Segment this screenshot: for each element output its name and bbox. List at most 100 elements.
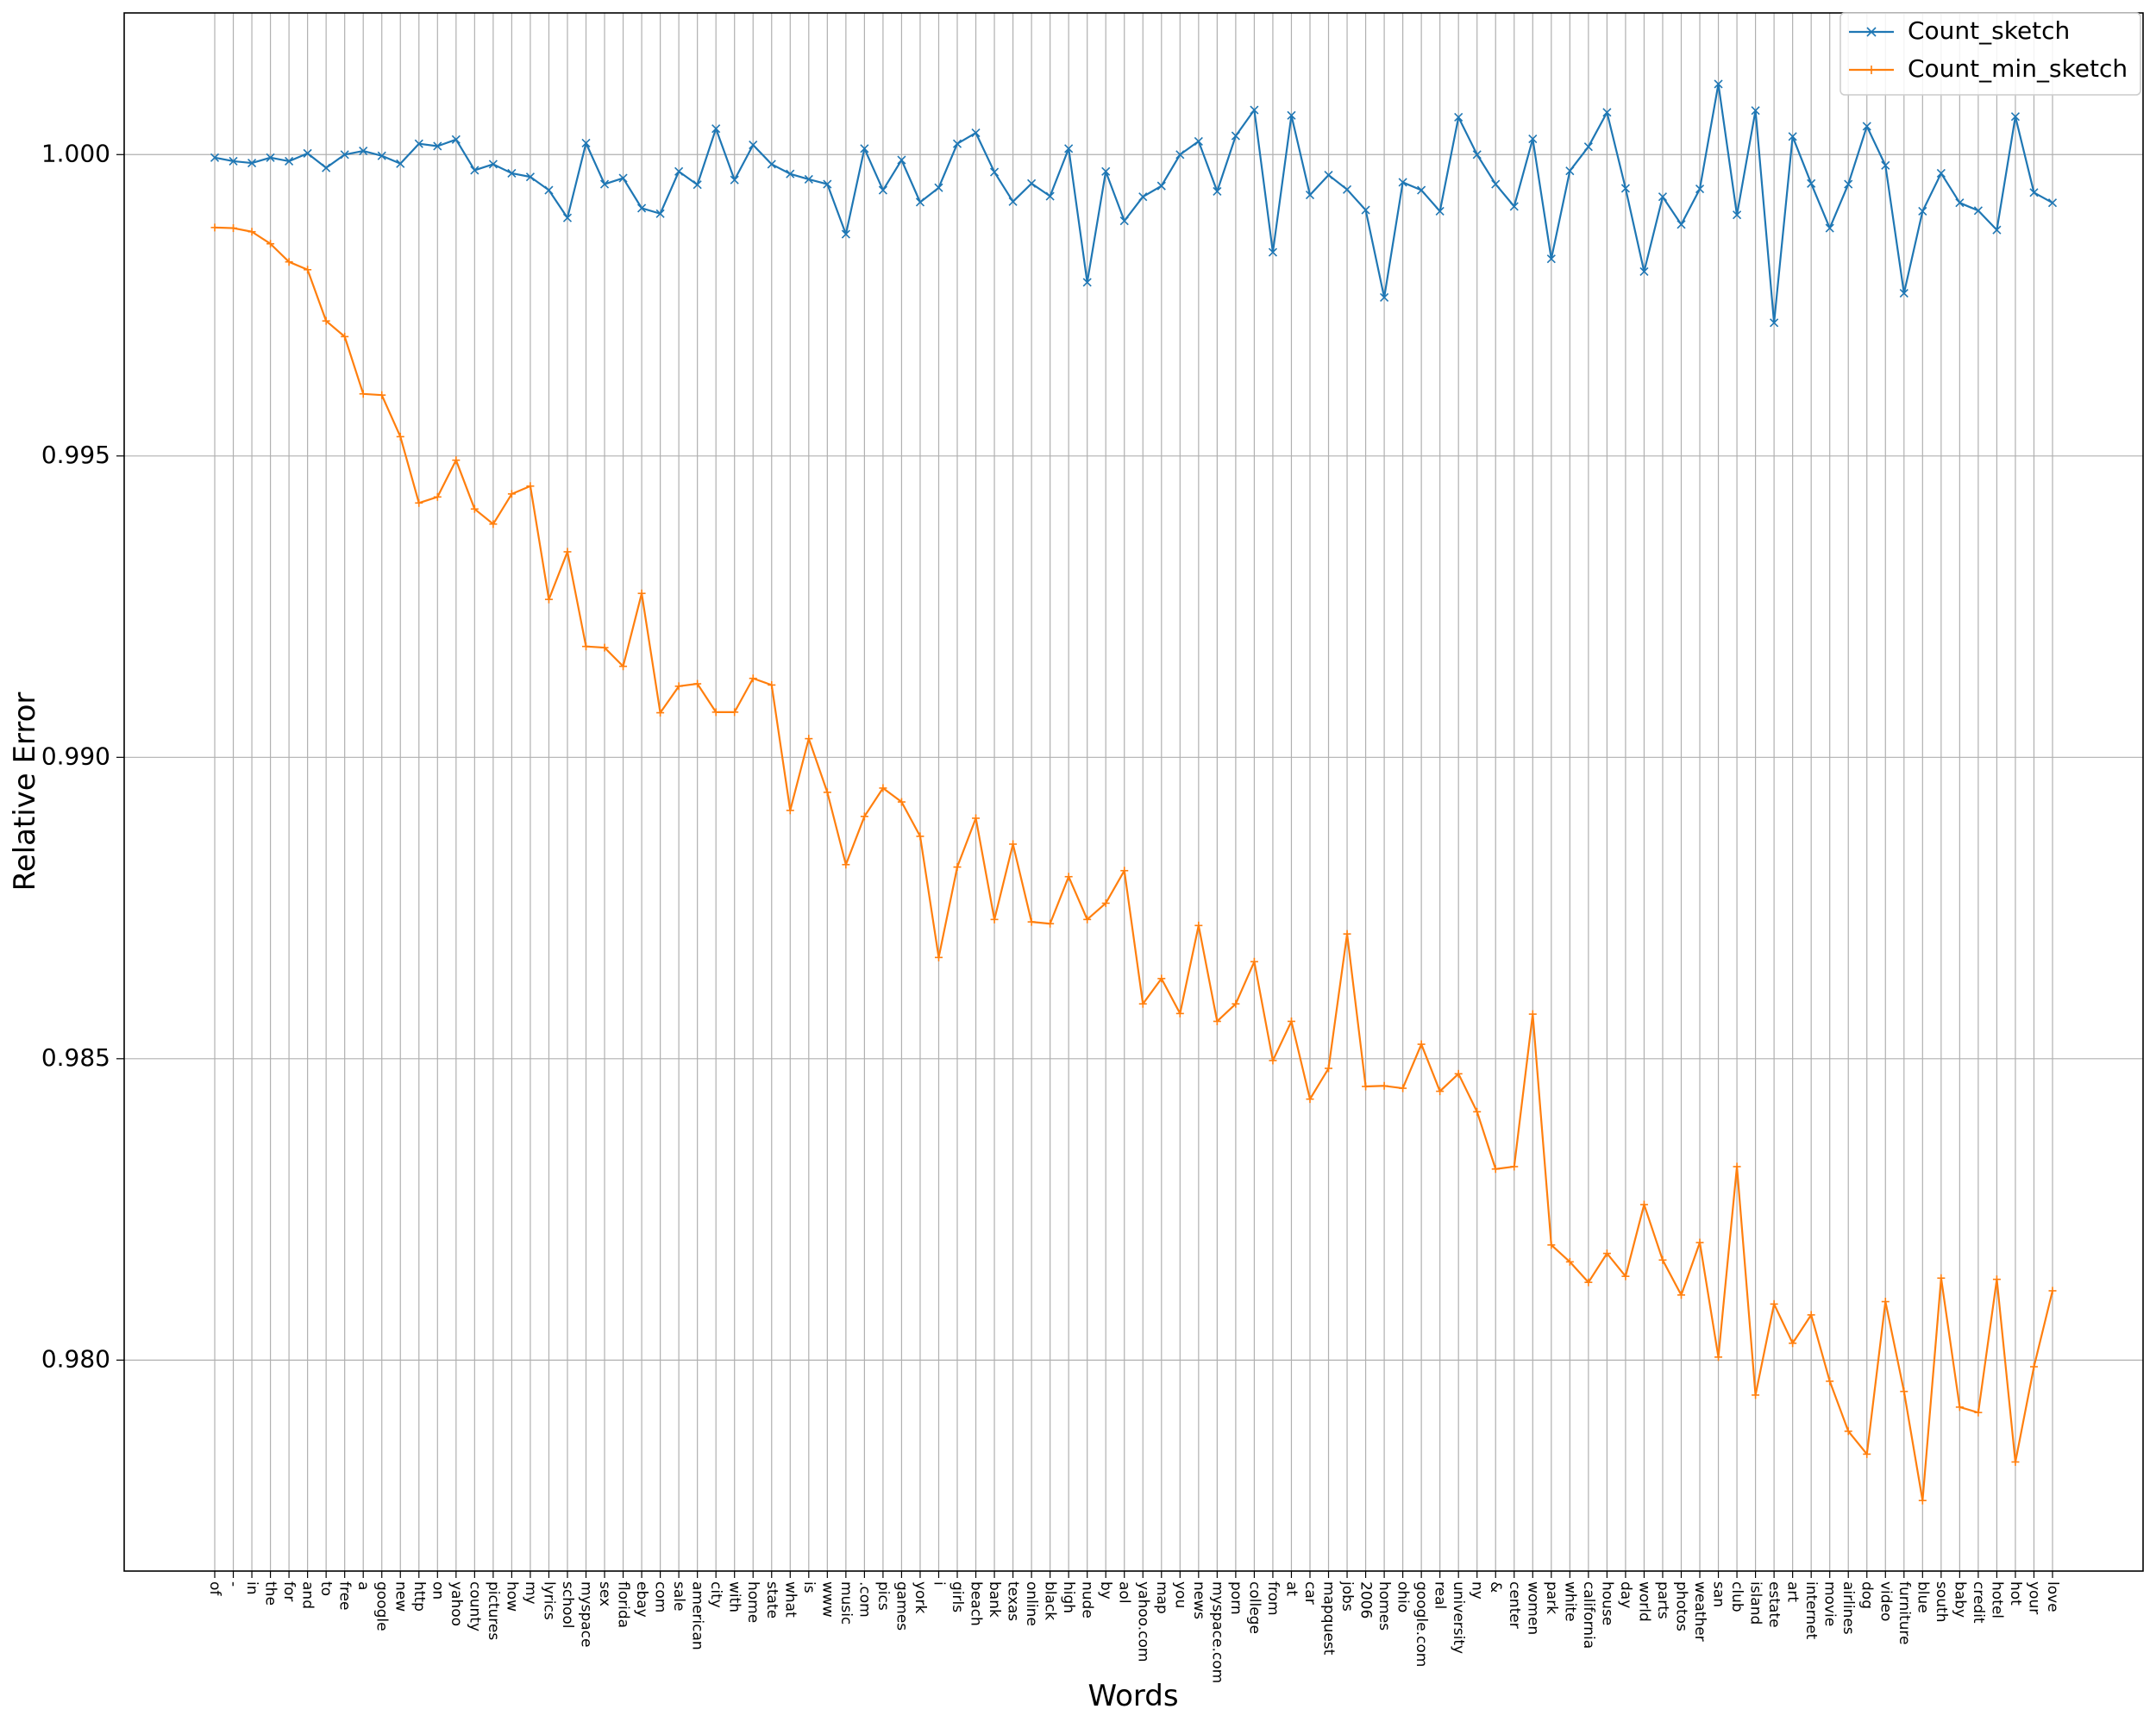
data-point <box>1899 288 1908 298</box>
data-point <box>396 432 404 441</box>
data-point <box>842 861 850 869</box>
x-tick-label: ohio <box>1395 1581 1412 1612</box>
data-point <box>1324 170 1333 180</box>
data-point <box>1232 999 1240 1008</box>
data-point <box>248 228 256 236</box>
x-axis-label: Words <box>1087 1679 1178 1713</box>
data-point <box>860 812 868 821</box>
data-point <box>1992 225 2002 235</box>
x-tick-label: love <box>2044 1581 2061 1612</box>
x-tick-label: san <box>1710 1581 1727 1607</box>
legend: Count_sketch Count_min_sketch <box>1839 12 2141 96</box>
data-point <box>1064 873 1073 881</box>
x-tick-label: hot <box>2007 1581 2024 1606</box>
x-tick-label: estate <box>1765 1581 1783 1628</box>
data-point <box>1436 1087 1445 1096</box>
data-point <box>1658 1255 1667 1264</box>
data-point <box>266 240 275 248</box>
x-tick-label: center <box>1506 1581 1523 1629</box>
y-tick-label: 0.990 <box>41 742 110 770</box>
data-point <box>1380 1081 1388 1090</box>
x-tick-label: sex <box>596 1581 613 1606</box>
data-point <box>1250 957 1258 966</box>
data-point <box>489 520 498 529</box>
data-point <box>359 390 367 398</box>
data-point <box>1231 131 1240 141</box>
x-tick-label: yahoo <box>448 1581 465 1626</box>
data-point <box>878 185 887 195</box>
x-tick-label: university <box>1450 1581 1467 1654</box>
data-point <box>562 213 573 222</box>
data-point <box>396 159 405 168</box>
x-tick-label: american <box>689 1581 706 1650</box>
x-tick-label: lyrics <box>540 1581 557 1620</box>
x-tick-label: - <box>225 1581 242 1587</box>
data-point <box>1789 1339 1797 1348</box>
x-tick-label: club <box>1728 1581 1745 1612</box>
data-point <box>786 169 795 178</box>
data-point <box>1528 1010 1537 1018</box>
data-point <box>1046 919 1055 928</box>
x-tick-label: .com <box>856 1581 873 1618</box>
x-tick-label: mapquest <box>1320 1581 1338 1656</box>
data-point <box>1399 1084 1407 1093</box>
x-tick-label: is <box>800 1581 818 1593</box>
x-tick-label: south <box>1933 1581 1950 1622</box>
data-point <box>972 814 981 823</box>
data-point <box>1343 930 1351 938</box>
data-point <box>1175 1009 1184 1017</box>
x-tick-label: from <box>1264 1581 1282 1616</box>
data-point <box>1213 1017 1221 1025</box>
data-point <box>1082 278 1092 287</box>
x-tick-label: homes <box>1376 1581 1393 1631</box>
data-point <box>1677 220 1686 229</box>
data-point <box>989 167 1000 177</box>
data-point <box>1863 1449 1871 1458</box>
data-point <box>1788 132 1797 141</box>
data-point <box>693 679 702 688</box>
x-tick-label: school <box>559 1581 576 1629</box>
data-point <box>1083 915 1092 923</box>
data-point <box>563 548 572 556</box>
x-tick-label: florida <box>615 1581 632 1628</box>
data-point <box>266 153 275 162</box>
x-tick-label: at <box>1282 1581 1300 1596</box>
data-point <box>378 391 386 399</box>
data-point <box>526 482 535 491</box>
data-point <box>934 183 943 192</box>
x-tick-label: car <box>1301 1581 1319 1605</box>
data-point <box>1213 186 1222 196</box>
x-tick-label: for <box>280 1581 298 1601</box>
data-point <box>1918 206 1927 216</box>
data-point <box>600 643 609 652</box>
data-point <box>1714 1353 1723 1362</box>
x-tick-label: island <box>1747 1581 1764 1625</box>
data-point <box>210 153 220 162</box>
x-tick-label: weather <box>1691 1581 1708 1642</box>
data-point <box>637 203 647 213</box>
data-point <box>1547 1241 1556 1249</box>
data-point <box>1733 210 1742 220</box>
series-layer <box>210 79 2058 1505</box>
x-tick-label: ebay <box>633 1581 650 1618</box>
data-point <box>1639 266 1649 276</box>
data-point <box>1546 254 1556 264</box>
x-axis-ticks: of - in the for and to free a google new http on yaho… <box>206 1571 2061 1683</box>
data-point <box>1677 1291 1685 1299</box>
x-tick-label: video <box>1877 1581 1894 1621</box>
data-point <box>768 680 776 689</box>
x-tick-label: baby <box>1951 1581 1968 1618</box>
x-tick-label: nude <box>1079 1581 1096 1618</box>
x-tick-label: hotel <box>1988 1581 2005 1618</box>
x-tick-label: with <box>726 1581 743 1612</box>
data-point <box>322 163 331 172</box>
data-point <box>618 173 628 183</box>
data-point <box>711 708 720 717</box>
data-point <box>1491 1165 1500 1174</box>
data-point <box>1342 185 1352 194</box>
x-tick-label: myspace <box>578 1581 595 1648</box>
x-tick-label: to <box>317 1581 335 1596</box>
x-tick-label: myspace.com <box>1208 1581 1225 1683</box>
data-point <box>1955 198 1965 208</box>
